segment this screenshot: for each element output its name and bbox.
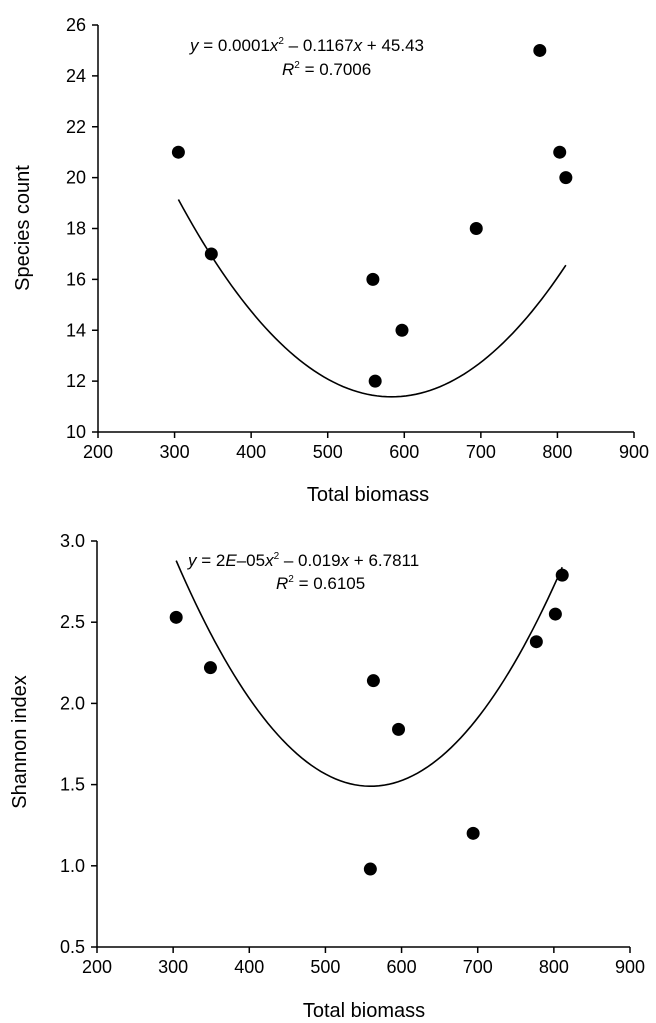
x-tick-label: 600: [387, 957, 417, 977]
y-tick-label: 24: [66, 66, 86, 86]
y-tick-label: 1.0: [60, 856, 85, 876]
y-tick-label: 18: [66, 219, 86, 239]
data-point: [553, 145, 567, 159]
y-tick-label: 10: [66, 422, 86, 442]
data-point: [366, 674, 380, 688]
data-point: [529, 635, 543, 649]
trendline: [177, 199, 567, 398]
x-tick-label: 600: [389, 442, 419, 462]
data-point: [392, 722, 406, 736]
y-tick-label: 1.5: [60, 775, 85, 795]
y-tick-label: 26: [66, 15, 86, 35]
y-axis-title: Shannon index: [9, 675, 31, 808]
data-point: [203, 661, 217, 675]
x-tick-label: 900: [615, 957, 645, 977]
data-point: [533, 43, 547, 57]
data-point: [466, 826, 480, 840]
data-point: [169, 610, 183, 624]
r-squared-label: R2 = 0.6105: [276, 574, 365, 593]
x-tick-label: 900: [619, 442, 649, 462]
x-axis-title: Total biomass: [307, 484, 429, 506]
shannon-index-chart: 200 300 400 500 600 700 800 900 0.5 1.0 1.5 2.0 2.5 3…: [9, 531, 645, 1022]
y-tick-label: 2.5: [60, 612, 85, 632]
x-tick-label: 500: [313, 442, 343, 462]
y-tick-label: 2.0: [60, 693, 85, 713]
y-tick-label: 22: [66, 117, 86, 137]
data-point: [555, 568, 569, 582]
trendline-equation: y = 0.0001x2 – 0.1167x + 45.43: [189, 36, 424, 55]
x-tick-label: 200: [83, 442, 113, 462]
data-point: [559, 171, 573, 185]
data-points: [169, 568, 569, 876]
chart-axes: 200 300 400 500 600 700 800 900 10 12 14 16 18 20 22 24…: [66, 15, 649, 462]
x-tick-label: 700: [463, 957, 493, 977]
data-point: [204, 247, 218, 261]
chart-axes: 200 300 400 500 600 700 800 900 0.5 1.0 1.5 2.0 2.5 3…: [60, 531, 645, 977]
trendline: [175, 560, 563, 788]
data-point: [469, 222, 483, 235]
data-point: [366, 272, 380, 286]
y-tick-label: 14: [66, 320, 86, 340]
trendline-equation: y = 2E–05x2 – 0.019x + 6.7811: [187, 551, 419, 570]
x-tick-label: 400: [234, 957, 264, 977]
y-tick-label: 3.0: [60, 531, 85, 551]
x-tick-label: 500: [310, 957, 340, 977]
x-tick-label: 300: [158, 957, 188, 977]
data-point: [368, 374, 382, 388]
y-tick-label: 12: [66, 371, 86, 391]
x-tick-label: 700: [466, 442, 496, 462]
y-tick-label: 16: [66, 269, 86, 289]
y-tick-label: 0.5: [60, 937, 85, 957]
x-tick-label: 300: [160, 442, 190, 462]
r-squared-label: R2 = 0.7006: [282, 60, 371, 79]
x-axis-title: Total biomass: [303, 1000, 425, 1022]
x-tick-label: 800: [539, 957, 569, 977]
y-axis-title: Species count: [12, 165, 34, 291]
x-tick-label: 800: [542, 442, 572, 462]
x-tick-label: 200: [82, 957, 112, 977]
data-point: [171, 145, 185, 159]
data-point: [363, 862, 377, 876]
x-tick-label: 400: [236, 442, 266, 462]
data-point: [548, 607, 562, 621]
data-point: [395, 323, 409, 337]
y-tick-label: 20: [66, 168, 86, 188]
species-count-chart: 200 300 400 500 600 700 800 900 10 12 14 16 18 20 22 24…: [12, 15, 649, 506]
data-points: [171, 43, 573, 388]
